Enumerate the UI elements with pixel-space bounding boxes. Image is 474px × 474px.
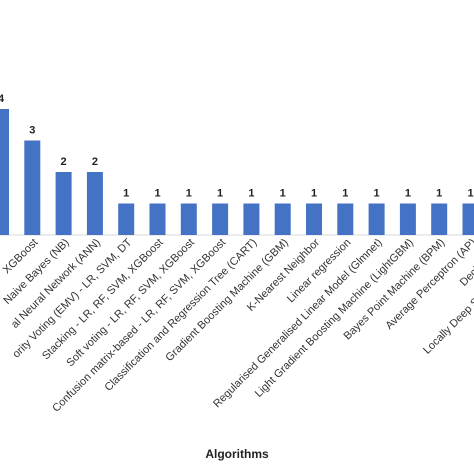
value-label: 2 [92, 156, 98, 168]
bar [243, 203, 260, 235]
value-label: 4 [0, 93, 5, 105]
bar [399, 203, 416, 235]
value-label: 1 [280, 188, 286, 200]
x-axis-title: Algorithms [205, 447, 269, 461]
value-label: 1 [248, 188, 254, 200]
value-label: 3 [29, 125, 35, 137]
value-label: 2 [61, 156, 67, 168]
bar [149, 203, 166, 235]
bar [274, 203, 291, 235]
bar [55, 172, 72, 235]
value-label: 1 [123, 188, 129, 200]
value-label: 1 [311, 188, 317, 200]
bar [212, 203, 229, 235]
value-label: 1 [467, 188, 473, 200]
value-label: 1 [436, 188, 442, 200]
bar [0, 109, 9, 235]
bar [180, 203, 197, 235]
bar [86, 172, 103, 235]
bar [24, 140, 41, 235]
value-label: 1 [217, 188, 223, 200]
bar [431, 203, 448, 235]
bar [118, 203, 135, 235]
value-label: 1 [405, 188, 411, 200]
value-label: 1 [374, 188, 380, 200]
bar [368, 203, 385, 235]
value-label: 1 [342, 188, 348, 200]
bar [306, 203, 322, 235]
bar [337, 203, 354, 235]
bar [462, 203, 474, 235]
value-label: 1 [154, 188, 160, 200]
value-label: 1 [186, 188, 192, 200]
